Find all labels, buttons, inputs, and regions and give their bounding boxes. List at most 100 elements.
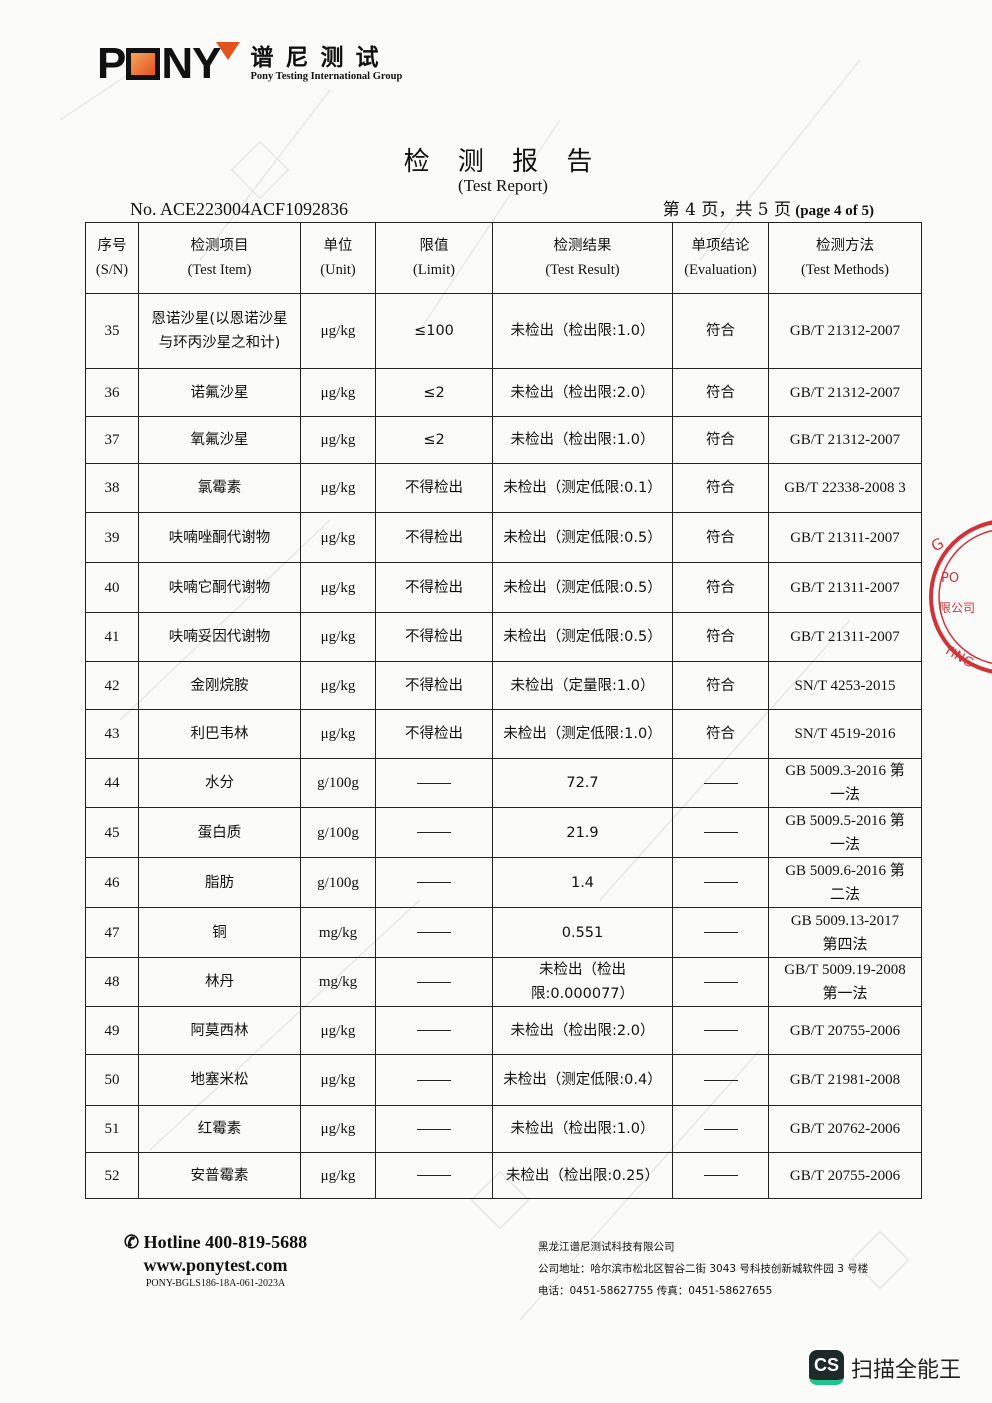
- cell-eval: [672, 758, 769, 808]
- cell-limit: [375, 1054, 493, 1106]
- cell-item: 安普霉素: [138, 1152, 301, 1199]
- cell-method: GB/T 21312-2007: [768, 293, 922, 369]
- cell-result: 1.4: [492, 857, 673, 908]
- cell-result: 未检出（测定低限:0.4）: [492, 1054, 673, 1106]
- cell-eval: [672, 907, 769, 958]
- cell-method: GB 5009.5-2016 第一法: [768, 807, 922, 858]
- cell-unit: μg/kg: [300, 512, 376, 563]
- column-header-en: (Test Result): [545, 262, 620, 278]
- cell-unit: μg/kg: [300, 562, 376, 613]
- cell-eval: [672, 957, 769, 1007]
- page-indicator-en: (page 4 of 5): [795, 203, 874, 219]
- page-indicator: 第 4 页，共 5 页 (page 4 of 5): [663, 195, 874, 220]
- column-header: 单项结论 (Evaluation): [672, 222, 769, 294]
- cell-sn: 47: [85, 907, 139, 958]
- cell-item: 红霉素: [138, 1105, 301, 1153]
- cell-method: GB/T 22338-2008 3: [768, 463, 922, 513]
- cell-unit: μg/kg: [300, 1105, 376, 1153]
- cell-sn: 46: [85, 857, 139, 908]
- form-code: PONY-BGLS186-18A-061-2023A: [145, 1278, 286, 1289]
- cell-item: 恩诺沙星(以恩诺沙星与环丙沙星之和计): [138, 293, 301, 369]
- column-header-en: (Unit): [320, 262, 356, 278]
- column-header-cn: 检测方法: [816, 238, 874, 254]
- cell-method: GB/T 21312-2007: [768, 416, 922, 464]
- hotline-text: Hotline 400-819-5688: [143, 1232, 308, 1252]
- dash-placeholder: [703, 882, 738, 883]
- cell-sn: 51: [85, 1105, 139, 1153]
- cell-sn: 35: [85, 293, 139, 369]
- logo-en-name: Pony Testing International Group: [250, 71, 403, 82]
- column-header-cn: 检测结果: [553, 238, 612, 254]
- table-row: 45 蛋白质 g/100g 21.9 GB 5009.5-2016 第一法: [85, 807, 922, 858]
- cell-result: 未检出（检出限:1.0）: [492, 416, 673, 464]
- cell-eval: 符合: [672, 463, 769, 513]
- cell-method: GB/T 21311-2007: [768, 512, 922, 563]
- dash-placeholder: [417, 832, 451, 833]
- cell-limit: [375, 758, 493, 808]
- cell-limit: [375, 1152, 493, 1199]
- cell-unit: μg/kg: [300, 1152, 376, 1199]
- cell-eval: [672, 1105, 769, 1153]
- dash-placeholder: [417, 981, 451, 983]
- cell-limit: [375, 857, 493, 908]
- dash-placeholder: [417, 1175, 451, 1176]
- cell-sn: 44: [85, 758, 139, 808]
- cell-unit: μg/kg: [300, 293, 376, 369]
- cell-unit: μg/kg: [300, 416, 376, 464]
- column-header: 检测结果 (Test Result): [492, 222, 673, 294]
- cell-result: 72.7: [492, 758, 673, 808]
- cell-method: GB/T 20762-2006: [768, 1105, 922, 1153]
- cell-result: 未检出（检出限:0.000077）: [492, 957, 673, 1007]
- cell-limit: 不得检出: [375, 562, 493, 613]
- cell-limit: 不得检出: [375, 661, 493, 710]
- cell-sn: 40: [85, 562, 139, 613]
- cell-unit: μg/kg: [300, 612, 376, 662]
- cell-unit: g/100g: [300, 857, 376, 908]
- cell-result: 未检出（测定低限:0.1）: [492, 463, 673, 513]
- cell-unit: mg/kg: [300, 957, 376, 1007]
- cell-item: 铜: [138, 907, 301, 958]
- cell-limit: 不得检出: [375, 512, 493, 563]
- cell-unit: μg/kg: [300, 463, 376, 513]
- table-row: 44 水分 g/100g 72.7 GB 5009.3-2016 第一法: [85, 758, 922, 808]
- cell-limit: 不得检出: [375, 612, 493, 662]
- svg-text:TING: TING: [940, 642, 976, 671]
- camscanner-icon: CS: [809, 1350, 844, 1385]
- report-subtitle: (Test Report): [458, 176, 548, 195]
- cell-method: GB/T 21312-2007: [768, 368, 922, 417]
- cell-sn: 49: [85, 1006, 139, 1055]
- cell-sn: 38: [85, 463, 139, 513]
- footer-address: 黑龙江谱尼测试科技有限公司 公司地址：哈尔滨市松北区智谷二街 3043 号科技创…: [538, 1236, 868, 1302]
- cell-item: 呋喃它酮代谢物: [138, 562, 301, 613]
- website-link[interactable]: www.ponytest.com: [143, 1255, 288, 1275]
- cell-method: GB 5009.13-2017 第四法: [768, 907, 922, 958]
- cell-eval: [672, 857, 769, 908]
- test-results-table: 序号 (S/N) 检测项目 (Test Item) 单位 (Unit) 限值 (Limit) 检…: [85, 222, 922, 1199]
- cell-method: GB 5009.6-2016 第二法: [768, 857, 922, 908]
- company-name: 黑龙江谱尼测试科技有限公司: [538, 1241, 675, 1253]
- cell-unit: μg/kg: [300, 661, 376, 710]
- cell-item: 水分: [138, 758, 301, 808]
- table-row: 41 呋喃妥因代谢物 μg/kg 不得检出 未检出（测定低限:0.5） 符合 GB/T 21…: [85, 612, 922, 662]
- table-row: 48 林丹 mg/kg 未检出（检出限:0.000077） GB/T 5009.19-2…: [85, 957, 922, 1007]
- hotline: ✆ Hotline 400-819-5688: [124, 1232, 307, 1253]
- cell-item: 氧氟沙星: [138, 416, 301, 464]
- column-header-cn: 序号: [97, 238, 127, 254]
- cell-limit: [375, 907, 493, 958]
- cell-result: 未检出（测定低限:0.5）: [492, 512, 673, 563]
- cell-item: 利巴韦林: [138, 709, 301, 759]
- cell-eval: [672, 1152, 769, 1199]
- cell-eval: 符合: [672, 293, 769, 369]
- cell-result: 未检出（测定低限:0.5）: [492, 612, 673, 662]
- cell-limit: [375, 807, 493, 858]
- cell-method: SN/T 4253-2015: [768, 661, 922, 710]
- column-header-cn: 单项结论: [691, 238, 750, 254]
- svg-text:PO: PO: [941, 571, 959, 586]
- column-header-cn: 单位: [323, 238, 353, 254]
- table-row: 52 安普霉素 μg/kg 未检出（检出限:0.25） GB/T 20755-2006: [85, 1152, 922, 1199]
- cell-item: 呋喃唑酮代谢物: [138, 512, 301, 563]
- dash-placeholder: [703, 1128, 738, 1130]
- cell-item: 金刚烷胺: [138, 661, 301, 710]
- dash-placeholder: [703, 832, 738, 833]
- column-header: 检测项目 (Test Item): [138, 222, 301, 294]
